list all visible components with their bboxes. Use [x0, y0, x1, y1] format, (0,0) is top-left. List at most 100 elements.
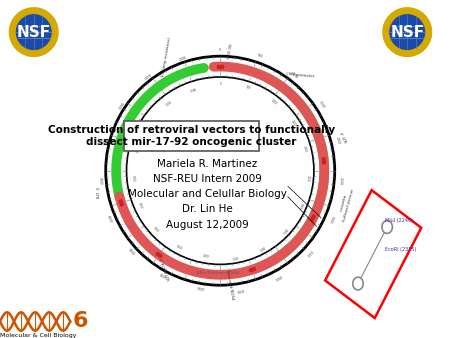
Text: NSF: NSF: [17, 25, 51, 40]
Text: 7500: 7500: [133, 146, 139, 153]
Text: 3000: 3000: [328, 215, 334, 224]
Wedge shape: [383, 26, 407, 38]
Text: 5500: 5500: [158, 273, 167, 281]
Text: 7000: 7000: [98, 176, 102, 185]
Text: NSF: NSF: [390, 25, 424, 40]
Text: Construction of retroviral vectors to functionally
dissect mir-17-92 oncogenic c: Construction of retroviral vectors to fu…: [48, 125, 335, 147]
Text: 6000: 6000: [127, 248, 135, 257]
Bar: [124, 121, 259, 151]
Wedge shape: [13, 32, 34, 53]
Text: MluI (2240): MluI (2240): [385, 218, 413, 223]
Wedge shape: [34, 26, 58, 38]
Wedge shape: [21, 8, 34, 32]
Text: 4500: 4500: [231, 254, 238, 259]
Wedge shape: [34, 19, 57, 32]
Text: 9000: 9000: [176, 53, 185, 59]
Bar: [156, 252, 162, 258]
Text: 3500: 3500: [281, 226, 288, 234]
Text: 6000: 6000: [153, 226, 160, 234]
Text: 6500: 6500: [137, 202, 144, 210]
Wedge shape: [34, 11, 54, 32]
Wedge shape: [34, 8, 46, 32]
Text: 7000: 7000: [131, 174, 135, 182]
Text: 5000: 5000: [196, 287, 205, 292]
Wedge shape: [395, 32, 407, 56]
Text: 2000: 2000: [302, 146, 307, 153]
Circle shape: [390, 15, 424, 49]
Bar: [310, 215, 315, 221]
Wedge shape: [407, 26, 432, 38]
Text: 8000: 8000: [144, 119, 151, 127]
Text: 5000: 5000: [202, 254, 209, 259]
Text: 3500: 3500: [305, 248, 313, 257]
Text: retroviral packaging
sequences: retroviral packaging sequences: [336, 187, 353, 221]
Text: 1500: 1500: [290, 119, 297, 127]
Text: 0: 0: [220, 81, 221, 86]
Wedge shape: [384, 32, 407, 45]
Text: Truncated NOS4: Truncated NOS4: [225, 269, 235, 300]
Wedge shape: [34, 32, 54, 53]
Text: 7500: 7500: [100, 137, 106, 145]
Text: 1000: 1000: [290, 71, 299, 79]
Text: bla (amp resistance): bla (amp resistance): [162, 37, 172, 77]
Text: 9000: 9000: [188, 85, 196, 91]
Text: 5' LTR: 5' LTR: [94, 187, 98, 198]
Wedge shape: [28, 32, 40, 56]
Text: 8000: 8000: [115, 100, 123, 109]
Text: 500: 500: [256, 53, 263, 59]
Text: 2000: 2000: [334, 137, 340, 145]
Wedge shape: [13, 11, 34, 32]
Circle shape: [17, 15, 51, 49]
Bar: [119, 200, 123, 206]
Text: 6: 6: [72, 312, 88, 332]
Wedge shape: [407, 8, 420, 32]
Wedge shape: [34, 32, 57, 45]
Text: 3' LTR: 3' LTR: [338, 132, 346, 144]
Text: 8500: 8500: [163, 98, 171, 105]
Text: CMV promoter: CMV promoter: [286, 72, 315, 78]
Wedge shape: [407, 32, 420, 56]
Text: 1500: 1500: [318, 100, 325, 109]
Bar: [249, 268, 256, 272]
Wedge shape: [401, 8, 413, 32]
Text: 4000: 4000: [258, 244, 266, 251]
Text: 3000: 3000: [297, 202, 303, 210]
Wedge shape: [401, 32, 413, 56]
Text: 500: 500: [246, 86, 252, 91]
Wedge shape: [34, 32, 46, 56]
Text: 2500: 2500: [305, 174, 309, 182]
Wedge shape: [395, 8, 407, 32]
Wedge shape: [28, 8, 40, 32]
Circle shape: [126, 77, 314, 264]
Wedge shape: [10, 32, 34, 45]
Wedge shape: [9, 26, 34, 38]
Text: 1  100  200: 1 100 200: [227, 43, 234, 59]
Text: Mariela R. Martinez
NSF-REU Intern 2009
Molecular and Celullar Biology
Dr. Lin H: Mariela R. Martinez NSF-REU Intern 2009 …: [128, 159, 287, 230]
Wedge shape: [21, 32, 34, 56]
Text: 4000: 4000: [273, 273, 282, 281]
Text: 2500: 2500: [338, 176, 343, 185]
Circle shape: [382, 221, 392, 234]
Text: 8500: 8500: [142, 71, 150, 79]
Wedge shape: [387, 32, 407, 53]
Text: 4500: 4500: [236, 287, 244, 292]
Wedge shape: [407, 32, 428, 53]
Text: 5500: 5500: [175, 244, 183, 251]
Bar: [325, 190, 421, 318]
Wedge shape: [384, 19, 407, 32]
Wedge shape: [10, 19, 34, 32]
Wedge shape: [387, 11, 407, 32]
Text: 1000: 1000: [270, 98, 278, 105]
Wedge shape: [407, 11, 428, 32]
Text: 1448 to 1638 of mev mir-NOS4: 1448 to 1638 of mev mir-NOS4: [196, 271, 239, 275]
Text: EcoRI (2315): EcoRI (2315): [385, 247, 417, 252]
Bar: [322, 158, 325, 164]
Text: 6500: 6500: [106, 215, 113, 224]
Wedge shape: [407, 32, 431, 45]
Circle shape: [353, 277, 363, 290]
Text: Molecular & Cell Biology: Molecular & Cell Biology: [0, 333, 76, 338]
Text: 0: 0: [219, 48, 221, 52]
Bar: [217, 65, 223, 68]
Wedge shape: [407, 19, 431, 32]
Text: 5' PCMV LTR: 5' PCMV LTR: [157, 258, 169, 282]
